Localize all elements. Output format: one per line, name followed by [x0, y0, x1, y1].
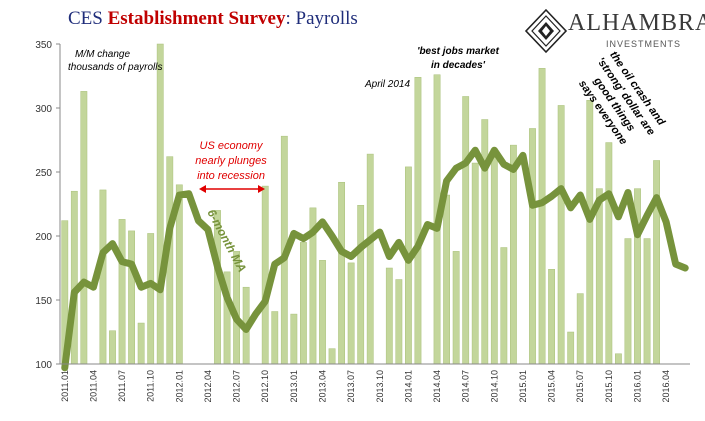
- bar: [567, 331, 575, 365]
- bar: [300, 242, 307, 365]
- bar: [319, 260, 326, 365]
- annotation-april-2014: April 2014: [364, 79, 410, 90]
- bar: [405, 166, 412, 365]
- bar: [653, 160, 660, 365]
- x-tick-label: 2013.04: [318, 370, 328, 403]
- x-tick-label: 2012.10: [260, 370, 270, 403]
- bar: [271, 311, 279, 365]
- bar: [156, 43, 164, 365]
- bar: [624, 238, 632, 365]
- annotation-unit-line2: thousands of payrolls: [68, 62, 163, 73]
- bar: [538, 68, 546, 365]
- x-tick-label: 2014.01: [403, 370, 413, 403]
- x-tick-label: 2015.10: [604, 370, 614, 403]
- x-tick-label: 2013.07: [346, 370, 356, 403]
- x-tick-label: 2011.01: [60, 370, 70, 402]
- bar: [128, 230, 135, 365]
- logo-subtitle: INVESTMENTS: [606, 39, 682, 49]
- diamond-logo-icon: [524, 8, 568, 54]
- annotation-recession-line3: into recession: [197, 170, 265, 182]
- bar: [605, 142, 613, 365]
- annotation-oil-crash: the oil crash and 'strong' dollar are go…: [576, 49, 667, 147]
- bar: [109, 330, 116, 365]
- bar: [490, 148, 498, 365]
- alhambra-logo: ALHAMBRA INVESTMENTS: [524, 8, 705, 54]
- x-tick-label: 2014.04: [432, 370, 442, 403]
- x-tick-label: 2014.07: [461, 370, 471, 403]
- x-tick-label: 2012.07: [232, 370, 242, 403]
- annotation-unit-line1: M/M change: [75, 49, 130, 60]
- x-tick-label: 2011.07: [117, 370, 127, 402]
- x-tick-label: 2013.01: [289, 370, 299, 403]
- bar: [471, 162, 479, 365]
- annotation-best-jobs-line1: 'best jobs market: [417, 46, 500, 57]
- bar: [80, 91, 88, 365]
- y-tick-label: 250: [35, 168, 52, 179]
- x-tick-label: 2011.04: [88, 370, 98, 402]
- bar: [443, 194, 450, 365]
- bar: [452, 251, 460, 365]
- bar: [462, 96, 470, 365]
- recession-span-arrow: [199, 185, 265, 193]
- bar: [99, 189, 107, 365]
- bar: [548, 269, 555, 365]
- x-tick-label: 2012.04: [203, 370, 213, 403]
- bar: [366, 153, 374, 365]
- x-tick-label: 2016.01: [633, 370, 643, 403]
- bar: [290, 313, 298, 365]
- annotation-best-jobs-line2: in decades': [431, 60, 486, 71]
- bar: [414, 77, 422, 365]
- bar: [557, 105, 565, 365]
- bar: [586, 100, 594, 365]
- bar: [137, 322, 145, 365]
- x-tick-label: 2016.04: [661, 370, 671, 403]
- bar: [261, 185, 269, 365]
- bar: [395, 279, 403, 365]
- bar: [500, 247, 508, 365]
- bar: [338, 181, 345, 365]
- y-tick-label: 100: [35, 360, 52, 371]
- bar: [576, 293, 584, 365]
- bar: [118, 219, 126, 365]
- annotation-recession-line1: US economy: [200, 140, 264, 152]
- bar: [510, 144, 517, 365]
- y-tick-label: 350: [35, 40, 52, 51]
- bar: [347, 262, 355, 365]
- bar: [643, 238, 651, 365]
- moving-average-line: [61, 146, 689, 372]
- bar: [357, 205, 365, 365]
- logo-name: ALHAMBRA: [568, 10, 705, 36]
- bar: [147, 233, 155, 365]
- bar: [481, 119, 489, 365]
- annotation-recession-line2: nearly plunges: [195, 155, 267, 167]
- x-tick-label: 2014.10: [489, 370, 499, 403]
- bar: [70, 190, 78, 365]
- y-tick-label: 150: [35, 296, 52, 307]
- x-tick-label: 2013.10: [375, 370, 385, 403]
- bar: [328, 348, 336, 365]
- bar: [595, 188, 603, 365]
- chart-title: CES Establishment Survey: Payrolls: [68, 8, 358, 29]
- bar: [385, 267, 393, 365]
- x-tick-label: 2015.07: [575, 370, 585, 403]
- x-tick-label: 2012.01: [174, 370, 184, 403]
- y-tick-label: 300: [35, 104, 52, 115]
- x-tick-label: 2011.10: [146, 370, 156, 402]
- x-tick-label: 2015.01: [518, 370, 528, 403]
- y-tick-label: 200: [35, 232, 52, 243]
- x-tick-label: 2015.04: [547, 370, 557, 403]
- bar: [529, 128, 536, 365]
- bar: [615, 353, 622, 365]
